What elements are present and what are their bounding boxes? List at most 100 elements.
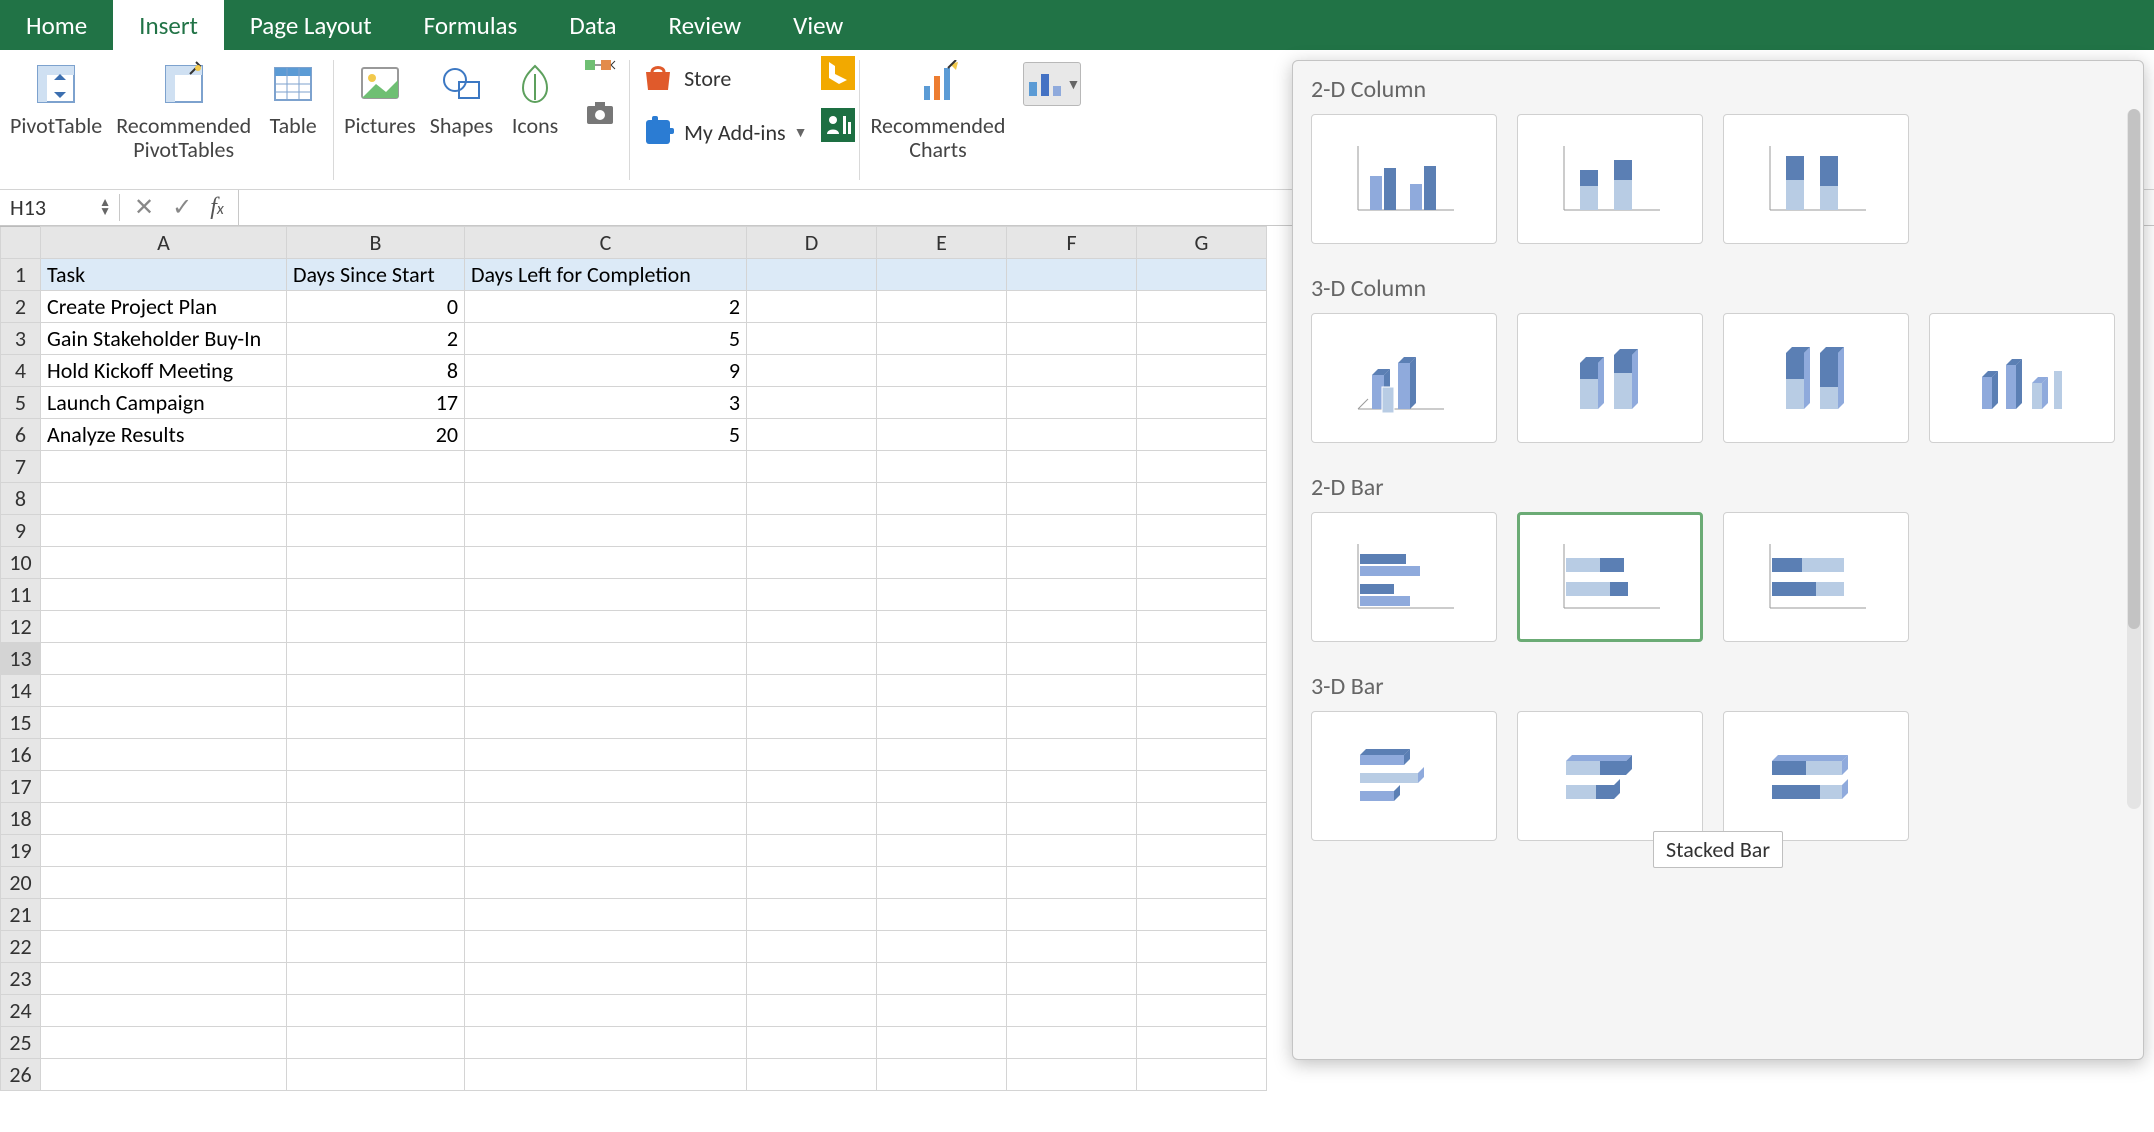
cell[interactable]: [877, 1027, 1007, 1059]
cell[interactable]: [41, 899, 287, 931]
cell[interactable]: [877, 835, 1007, 867]
cell[interactable]: [465, 1059, 747, 1091]
cell[interactable]: 3: [465, 387, 747, 419]
column-header[interactable]: D: [747, 227, 877, 259]
row-header[interactable]: 7: [1, 451, 41, 483]
cell[interactable]: [287, 803, 465, 835]
cell[interactable]: [747, 1059, 877, 1091]
cell[interactable]: [41, 483, 287, 515]
cell[interactable]: [465, 515, 747, 547]
row-header[interactable]: 17: [1, 771, 41, 803]
row-header[interactable]: 18: [1, 803, 41, 835]
cell[interactable]: [1007, 739, 1137, 771]
cell[interactable]: [41, 931, 287, 963]
cell[interactable]: [1007, 835, 1137, 867]
cell[interactable]: [41, 643, 287, 675]
cell[interactable]: [287, 515, 465, 547]
cell[interactable]: [1007, 547, 1137, 579]
cell[interactable]: [287, 707, 465, 739]
row-header[interactable]: 20: [1, 867, 41, 899]
row-header[interactable]: 3: [1, 323, 41, 355]
cell[interactable]: [747, 643, 877, 675]
cell[interactable]: [465, 771, 747, 803]
row-header[interactable]: 21: [1, 899, 41, 931]
cell[interactable]: Launch Campaign: [41, 387, 287, 419]
row-header[interactable]: 2: [1, 291, 41, 323]
cell[interactable]: [465, 611, 747, 643]
cell[interactable]: [747, 867, 877, 899]
cell[interactable]: [1007, 419, 1137, 451]
bing-maps-icon[interactable]: [821, 56, 855, 90]
cell[interactable]: [1137, 1059, 1267, 1091]
cell[interactable]: [1007, 643, 1137, 675]
cell[interactable]: [747, 579, 877, 611]
chart-thumb-stacked100-bar-3d[interactable]: [1723, 711, 1909, 841]
ribbon-tab-review[interactable]: Review: [642, 0, 767, 50]
cell[interactable]: [465, 1027, 747, 1059]
cell[interactable]: [747, 739, 877, 771]
cell[interactable]: [1137, 515, 1267, 547]
cell[interactable]: [1007, 1027, 1137, 1059]
column-header[interactable]: G: [1137, 227, 1267, 259]
chart-thumb-stacked100-col[interactable]: [1723, 114, 1909, 244]
cell[interactable]: [877, 515, 1007, 547]
cell[interactable]: [747, 611, 877, 643]
cell[interactable]: [1007, 1059, 1137, 1091]
cell[interactable]: [287, 931, 465, 963]
chart-thumb-stacked-col[interactable]: [1517, 114, 1703, 244]
cell[interactable]: [1137, 355, 1267, 387]
cell[interactable]: [287, 867, 465, 899]
cell[interactable]: [465, 835, 747, 867]
cell[interactable]: [41, 515, 287, 547]
cell[interactable]: [1137, 323, 1267, 355]
cell[interactable]: [1137, 771, 1267, 803]
cell[interactable]: [287, 643, 465, 675]
cell[interactable]: 0: [287, 291, 465, 323]
cell[interactable]: [747, 515, 877, 547]
cell[interactable]: [1137, 387, 1267, 419]
cell[interactable]: [1007, 707, 1137, 739]
cell[interactable]: [877, 547, 1007, 579]
cell[interactable]: [747, 547, 877, 579]
column-header[interactable]: C: [465, 227, 747, 259]
cell[interactable]: [287, 739, 465, 771]
cell[interactable]: [747, 707, 877, 739]
column-header[interactable]: F: [1007, 227, 1137, 259]
cell[interactable]: [465, 483, 747, 515]
row-header[interactable]: 9: [1, 515, 41, 547]
cell[interactable]: [41, 451, 287, 483]
fx-icon[interactable]: fx: [210, 194, 224, 221]
cell[interactable]: [747, 835, 877, 867]
cell[interactable]: 9: [465, 355, 747, 387]
row-header[interactable]: 24: [1, 995, 41, 1027]
chart-thumb-stacked100-col-3d[interactable]: [1723, 313, 1909, 443]
row-header[interactable]: 12: [1, 611, 41, 643]
cell[interactable]: [747, 355, 877, 387]
cell[interactable]: [747, 899, 877, 931]
cell[interactable]: [1137, 547, 1267, 579]
cell[interactable]: [877, 803, 1007, 835]
cell[interactable]: [1137, 1027, 1267, 1059]
chart-thumb-clustered-bar-3d[interactable]: [1311, 711, 1497, 841]
row-header[interactable]: 10: [1, 547, 41, 579]
row-header[interactable]: 22: [1, 931, 41, 963]
select-all-corner[interactable]: [1, 227, 41, 259]
row-header[interactable]: 14: [1, 675, 41, 707]
cell[interactable]: [1007, 259, 1137, 291]
cell[interactable]: [465, 963, 747, 995]
cell[interactable]: [41, 803, 287, 835]
cell[interactable]: [877, 355, 1007, 387]
cell[interactable]: [465, 867, 747, 899]
cell[interactable]: [41, 963, 287, 995]
row-header[interactable]: 1: [1, 259, 41, 291]
cell[interactable]: [41, 579, 287, 611]
cell[interactable]: [877, 451, 1007, 483]
ribbon-tab-page-layout[interactable]: Page Layout: [224, 0, 398, 50]
smartart-icon[interactable]: [583, 56, 617, 90]
cell[interactable]: [287, 835, 465, 867]
row-header[interactable]: 5: [1, 387, 41, 419]
cell[interactable]: [747, 483, 877, 515]
cell[interactable]: [1007, 899, 1137, 931]
row-header[interactable]: 23: [1, 963, 41, 995]
cell[interactable]: [747, 803, 877, 835]
